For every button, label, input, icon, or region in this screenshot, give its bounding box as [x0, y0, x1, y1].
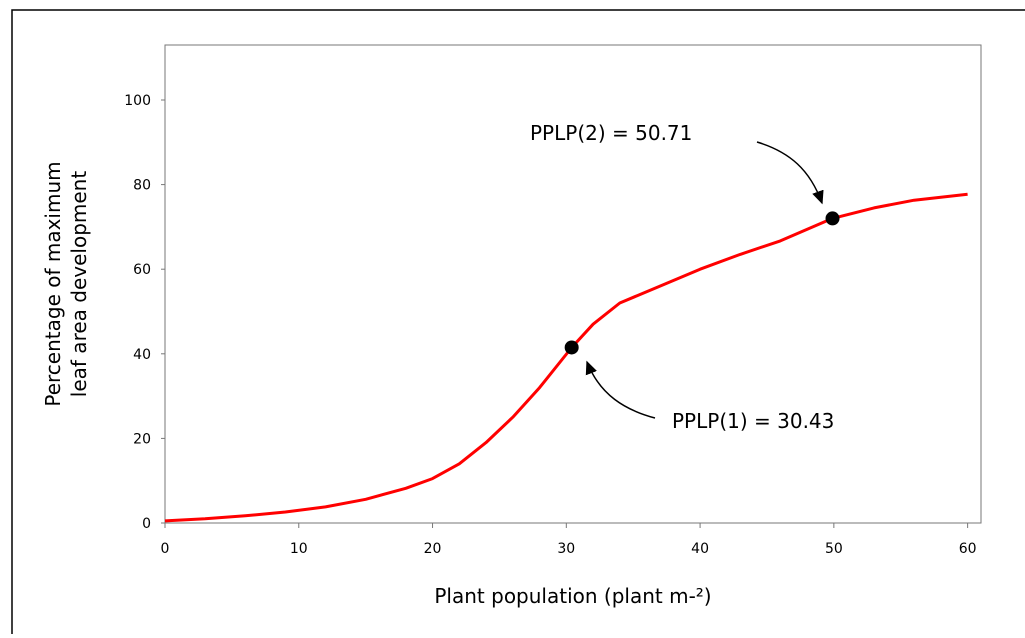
y-tick-label: 80 [133, 178, 151, 194]
y-axis-label: Percentage of maximum [41, 161, 65, 406]
x-tick-label: 10 [290, 541, 308, 557]
y-tick-label: 20 [133, 431, 151, 447]
x-tick-label: 30 [557, 541, 575, 557]
annotation: PPLP(2) = 50.71 [530, 121, 692, 145]
x-tick-label: 0 [161, 541, 170, 557]
y-axis-label: leaf area development [67, 171, 91, 398]
y-tick-label: 60 [133, 262, 151, 278]
arrow [585, 360, 656, 419]
curve [164, 192, 968, 523]
x-tick-label: 60 [959, 541, 977, 557]
y-tick-label: 40 [133, 347, 151, 363]
x-tick-label: 20 [424, 541, 442, 557]
x-tick-label: 40 [691, 541, 709, 557]
y-tick-label: 100 [124, 93, 151, 109]
x-tick-label: 50 [825, 541, 843, 557]
annotation: PPLP(1) = 30.43 [672, 409, 834, 433]
plot-area [164, 44, 982, 524]
y-tick-label: 0 [142, 516, 151, 532]
x-axis-label: Plant population (plant m-²) [434, 584, 711, 608]
frame [11, 9, 1025, 638]
point [564, 340, 579, 355]
point [825, 211, 840, 226]
arrow [756, 141, 824, 205]
